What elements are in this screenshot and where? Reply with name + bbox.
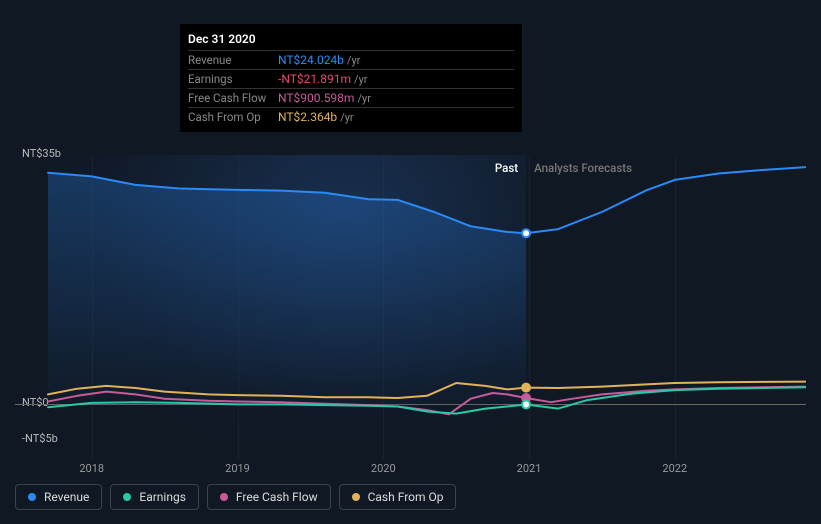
tooltip-label: Free Cash Flow [188, 91, 278, 105]
tooltip-date: Dec 31 2020 [188, 28, 514, 50]
tooltip-unit: /yr [357, 92, 370, 105]
tooltip-label: Earnings [188, 72, 278, 86]
tooltip-value: NT$2.364b [278, 110, 337, 124]
legend-item-revenue[interactable]: Revenue [15, 484, 102, 510]
legend-label: Free Cash Flow [236, 490, 318, 504]
tooltip-row-fcf: Free Cash Flow NT$900.598m /yr [188, 88, 514, 107]
tooltip-unit: /yr [340, 111, 353, 124]
x-axis-label: 2022 [662, 462, 687, 475]
legend-label: Earnings [139, 490, 186, 504]
x-axis-label: 2018 [79, 462, 104, 475]
tooltip-label: Revenue [188, 53, 278, 67]
legend-item-earnings[interactable]: Earnings [110, 484, 199, 510]
marker-revenue [522, 229, 530, 237]
legend-dot [220, 493, 228, 501]
x-axis-label: 2019 [225, 462, 250, 475]
tooltip-row-revenue: Revenue NT$24.024b /yr [188, 50, 514, 69]
chart-tooltip: Dec 31 2020 Revenue NT$24.024b /yr Earni… [180, 24, 522, 132]
x-axis-label: 2020 [371, 462, 396, 475]
legend-dot [123, 493, 131, 501]
legend-item-fcf[interactable]: Free Cash Flow [207, 484, 331, 510]
tooltip-unit: /yr [354, 73, 367, 86]
financial-chart: Dec 31 2020 Revenue NT$24.024b /yr Earni… [15, 10, 806, 510]
marker-earnings [522, 401, 530, 409]
tooltip-row-cashop: Cash From Op NT$2.364b /yr [188, 107, 514, 126]
tooltip-row-earnings: Earnings -NT$21.891m /yr [188, 69, 514, 88]
tooltip-value: NT$24.024b [278, 53, 344, 67]
legend-dot [28, 493, 36, 501]
tooltip-value: -NT$21.891m [278, 72, 351, 86]
chart-plot-area[interactable]: NT$35bNT$0-NT$5b20182019202020212022Past… [15, 125, 806, 450]
tooltip-label: Cash From Op [188, 110, 278, 124]
chart-svg [15, 155, 806, 440]
marker-cashop [522, 384, 530, 392]
section-label-past: Past [495, 161, 518, 175]
section-label-forecast: Analysts Forecasts [534, 161, 632, 175]
legend-item-cashop[interactable]: Cash From Op [339, 484, 457, 510]
chart-legend: Revenue Earnings Free Cash Flow Cash Fro… [15, 484, 456, 510]
tooltip-unit: /yr [347, 54, 360, 67]
x-axis-label: 2021 [517, 462, 542, 475]
legend-label: Cash From Op [368, 490, 444, 504]
legend-dot [352, 493, 360, 501]
revenue-area-fill [48, 173, 526, 405]
tooltip-value: NT$900.598m [278, 91, 354, 105]
legend-label: Revenue [44, 490, 89, 504]
